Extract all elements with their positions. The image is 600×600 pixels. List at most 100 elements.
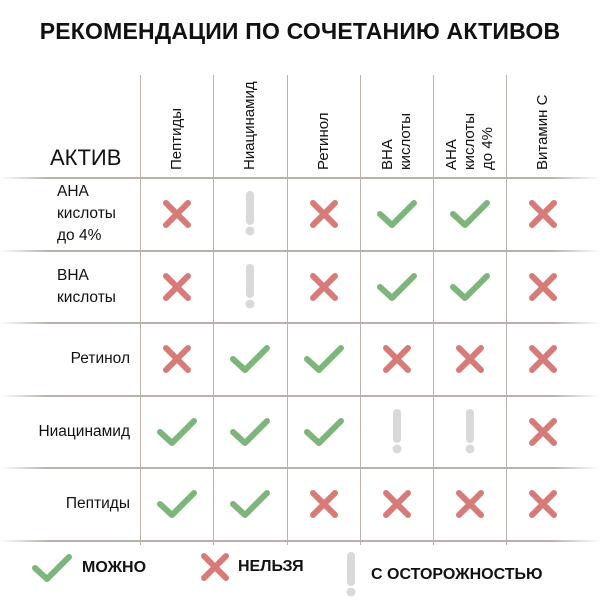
table-cell (287, 396, 360, 469)
cross-icon (528, 272, 558, 302)
legend-no: НЕЛЬЗЯ (200, 552, 304, 582)
cross-icon (455, 489, 485, 519)
table-cell (287, 323, 360, 396)
cross-icon (528, 344, 558, 374)
column-header-label: Витамин С (533, 94, 551, 170)
column-divider (213, 75, 214, 545)
cross-icon (528, 489, 558, 519)
column-header-label: Ниацинамид (240, 81, 258, 170)
table-cell (213, 251, 286, 324)
check-icon (30, 552, 74, 584)
legend: МОЖНО НЕЛЬЗЯ С ОСТОРОЖНОСТЬЮ (0, 552, 600, 597)
cross-icon (455, 344, 485, 374)
table-cell (506, 396, 579, 469)
table-cell (287, 251, 360, 324)
row-divider (0, 539, 600, 542)
row-header: BHA кислоты (57, 266, 116, 306)
table-cell (506, 251, 579, 324)
table-cell (140, 396, 213, 469)
table-cell (433, 396, 506, 469)
exclamation-icon (244, 263, 256, 310)
table-cell (433, 468, 506, 541)
column-divider (433, 75, 434, 545)
row-header: Ниацинамид (38, 422, 130, 440)
table-cell (433, 251, 506, 324)
table-cell (506, 468, 579, 541)
row-header: AHA кислоты до 4% (57, 183, 116, 245)
table-cell (140, 468, 213, 541)
check-icon (375, 198, 419, 230)
check-icon (155, 488, 199, 520)
cross-icon (382, 489, 412, 519)
check-icon (228, 416, 272, 448)
table-cell (433, 323, 506, 396)
column-divider (360, 75, 361, 545)
column-header-label: Пептиды (167, 107, 185, 170)
column-header: Пептиды (140, 60, 213, 170)
check-icon (155, 416, 199, 448)
column-header-label: BHA кислоты (378, 112, 414, 170)
check-icon (228, 488, 272, 520)
check-icon (448, 198, 492, 230)
column-header: Витамин С (506, 60, 579, 170)
exclamation-icon (391, 408, 403, 455)
table-cell (213, 323, 286, 396)
column-divider (140, 75, 141, 545)
table-cell (506, 323, 579, 396)
cross-icon (528, 199, 558, 229)
legend-no-label: НЕЛЬЗЯ (238, 558, 304, 575)
row-divider (0, 394, 600, 397)
table-cell (360, 251, 433, 324)
column-divider (287, 75, 288, 545)
row-divider (0, 467, 600, 469)
table-cell (140, 178, 213, 251)
table-cell (287, 468, 360, 541)
table-cell (360, 396, 433, 469)
check-icon (375, 271, 419, 303)
legend-yes: МОЖНО (30, 552, 146, 584)
column-header-label: Ретинол (314, 112, 332, 171)
row-divider (0, 249, 600, 252)
check-icon (228, 343, 272, 375)
row-header: Пептиды (65, 495, 130, 513)
table-cell (360, 323, 433, 396)
cross-icon (162, 272, 192, 302)
cross-icon (162, 199, 192, 229)
table-cell (360, 178, 433, 251)
exclamation-icon (464, 408, 476, 455)
legend-caution-label: С ОСТОРОЖНОСТЬЮ (371, 566, 543, 583)
legend-yes-label: МОЖНО (82, 559, 147, 576)
cross-icon (309, 199, 339, 229)
check-icon (448, 271, 492, 303)
column-header: AHA кислоты до 4% (433, 60, 506, 170)
table-cell (140, 251, 213, 324)
page-title: РЕКОМЕНДАЦИИ ПО СОЧЕТАНИЮ АКТИВОВ (39, 18, 561, 44)
cross-icon (309, 489, 339, 519)
table-cell (506, 178, 579, 251)
cross-icon (382, 344, 412, 374)
table-cell (287, 178, 360, 251)
corner-label: АКТИВ (50, 145, 122, 170)
table-cell (433, 178, 506, 251)
cross-icon (309, 272, 339, 302)
table-cell (213, 396, 286, 469)
exclamation-icon (345, 552, 357, 598)
column-header-label: AHA кислоты до 4% (442, 112, 496, 170)
column-header: BHA кислоты (360, 60, 433, 170)
table-cell (360, 468, 433, 541)
cross-icon (200, 552, 230, 582)
row-divider (0, 322, 600, 324)
column-divider (506, 75, 507, 545)
row-divider (0, 177, 600, 179)
column-header: Ниацинамид (213, 60, 286, 170)
check-icon (302, 343, 346, 375)
row-header: Ретинол (70, 350, 130, 368)
table-cell (140, 323, 213, 396)
exclamation-icon (244, 191, 256, 237)
table-cell (213, 468, 286, 541)
check-icon (302, 416, 346, 448)
table-cell (213, 178, 286, 251)
legend-caution: С ОСТОРОЖНОСТЬЮ (345, 552, 543, 598)
cross-icon (162, 344, 192, 374)
cross-icon (528, 417, 558, 447)
